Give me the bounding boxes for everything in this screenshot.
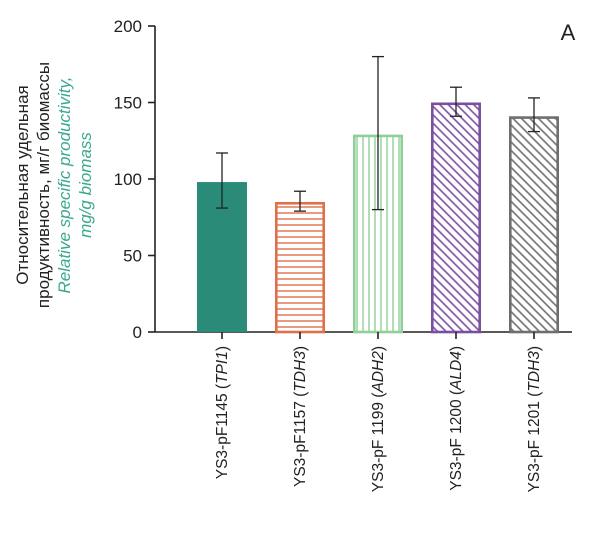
- strain-name: YS3-pF 1200: [448, 399, 465, 491]
- paren-close: ): [448, 346, 465, 351]
- paren-close: ): [292, 346, 309, 351]
- x-tick-label-3: YS3-pF 1199 (ADH2): [370, 346, 387, 492]
- paren-open: (: [292, 391, 309, 401]
- paren-open: (: [370, 392, 387, 402]
- y-tick-label: 200: [114, 17, 142, 36]
- promoter-name: ADH2: [370, 351, 387, 394]
- x-tick-labels: YS3-pF1145 (TPI1)YS3-pF1157 (TDH3)YS3-pF…: [214, 332, 543, 492]
- strain-name: YS3-pF 1199: [370, 402, 387, 492]
- y-ticks: 0 50 100 150 200: [114, 17, 155, 342]
- paren-open: (: [448, 389, 465, 399]
- strain-name: YS3-pF1157: [292, 401, 309, 487]
- bar-4: [430, 102, 481, 334]
- paren-close: ): [370, 346, 387, 351]
- promoter-name: ALD4: [448, 351, 465, 391]
- paren-open: (: [214, 383, 231, 393]
- y-tick-label: 150: [114, 94, 142, 113]
- strain-name: YS3-pF 1201: [526, 401, 543, 492]
- strain-name: YS3-pF1145: [214, 393, 231, 479]
- y-axis-label: Относительная удельная продуктивность, м…: [13, 62, 95, 308]
- paren-open: (: [526, 391, 543, 401]
- x-tick-label-5: YS3-pF 1201 (TDH3): [526, 346, 543, 492]
- error-bar-4: [450, 86, 462, 117]
- y-label-ru-line2: продуктивность, мг/г биомассы: [34, 62, 53, 308]
- y-tick-label: 50: [123, 247, 142, 266]
- y-label-ru-line1: Относительная удельная: [13, 85, 32, 284]
- error-bar-5: [528, 97, 540, 133]
- bar-5: [508, 116, 559, 334]
- promoter-name: TDH3: [292, 351, 309, 392]
- y-label-en-line2: mg/g biomass: [76, 132, 95, 238]
- promoter-name: TPI1: [214, 351, 231, 384]
- paren-close: ): [214, 346, 231, 351]
- error-bars: [216, 55, 540, 212]
- panel-label: A: [561, 20, 576, 45]
- error-bar-3: [372, 55, 384, 211]
- y-label-en-line1: Relative specific productivity,: [55, 77, 74, 294]
- x-tick-label-1: YS3-pF1145 (TPI1): [214, 346, 231, 479]
- paren-close: ): [526, 346, 543, 351]
- error-bar-2: [294, 190, 306, 212]
- y-tick-label: 0: [133, 323, 142, 342]
- bar-2: [274, 201, 325, 334]
- x-tick-label-4: YS3-pF 1200 (ALD4): [448, 346, 465, 491]
- promoter-name: TDH3: [526, 351, 543, 392]
- error-bar-1: [216, 152, 228, 209]
- y-tick-label: 100: [114, 170, 142, 189]
- x-tick-label-2: YS3-pF1157 (TDH3): [292, 346, 309, 487]
